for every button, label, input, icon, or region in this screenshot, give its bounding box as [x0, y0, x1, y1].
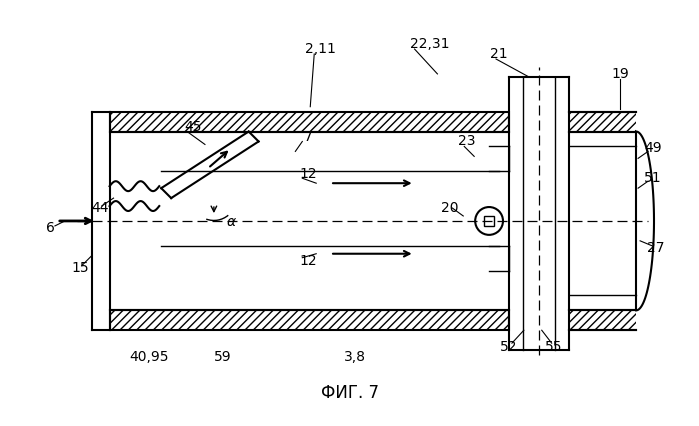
- Text: 3,8: 3,8: [344, 350, 366, 364]
- Text: 15: 15: [71, 261, 89, 275]
- Text: 7: 7: [304, 130, 312, 144]
- Text: 51: 51: [644, 171, 662, 185]
- Text: α: α: [226, 215, 236, 229]
- Bar: [110, 311, 509, 330]
- Bar: [568, 311, 636, 330]
- Bar: [110, 311, 509, 330]
- Text: 12: 12: [299, 167, 317, 181]
- Text: 2,11: 2,11: [305, 42, 336, 56]
- Text: 49: 49: [644, 141, 662, 155]
- Text: 59: 59: [214, 350, 231, 364]
- Text: 52: 52: [500, 340, 518, 354]
- Text: ФИГ. 7: ФИГ. 7: [321, 384, 379, 402]
- Text: 45: 45: [185, 120, 202, 134]
- Bar: [484, 216, 494, 226]
- Bar: [110, 112, 509, 132]
- Bar: [110, 112, 509, 132]
- Text: 12: 12: [299, 254, 317, 268]
- Circle shape: [475, 207, 503, 235]
- Text: 22,31: 22,31: [410, 37, 449, 51]
- Text: 20: 20: [440, 201, 458, 215]
- Bar: [568, 112, 636, 132]
- Text: 44: 44: [91, 201, 108, 215]
- Text: 23: 23: [459, 135, 476, 149]
- Text: 55: 55: [545, 340, 563, 354]
- Text: 6: 6: [45, 221, 55, 235]
- Text: 40,95: 40,95: [129, 350, 169, 364]
- Text: 19: 19: [612, 67, 629, 81]
- Text: 21: 21: [490, 47, 508, 61]
- Text: 27: 27: [647, 241, 665, 255]
